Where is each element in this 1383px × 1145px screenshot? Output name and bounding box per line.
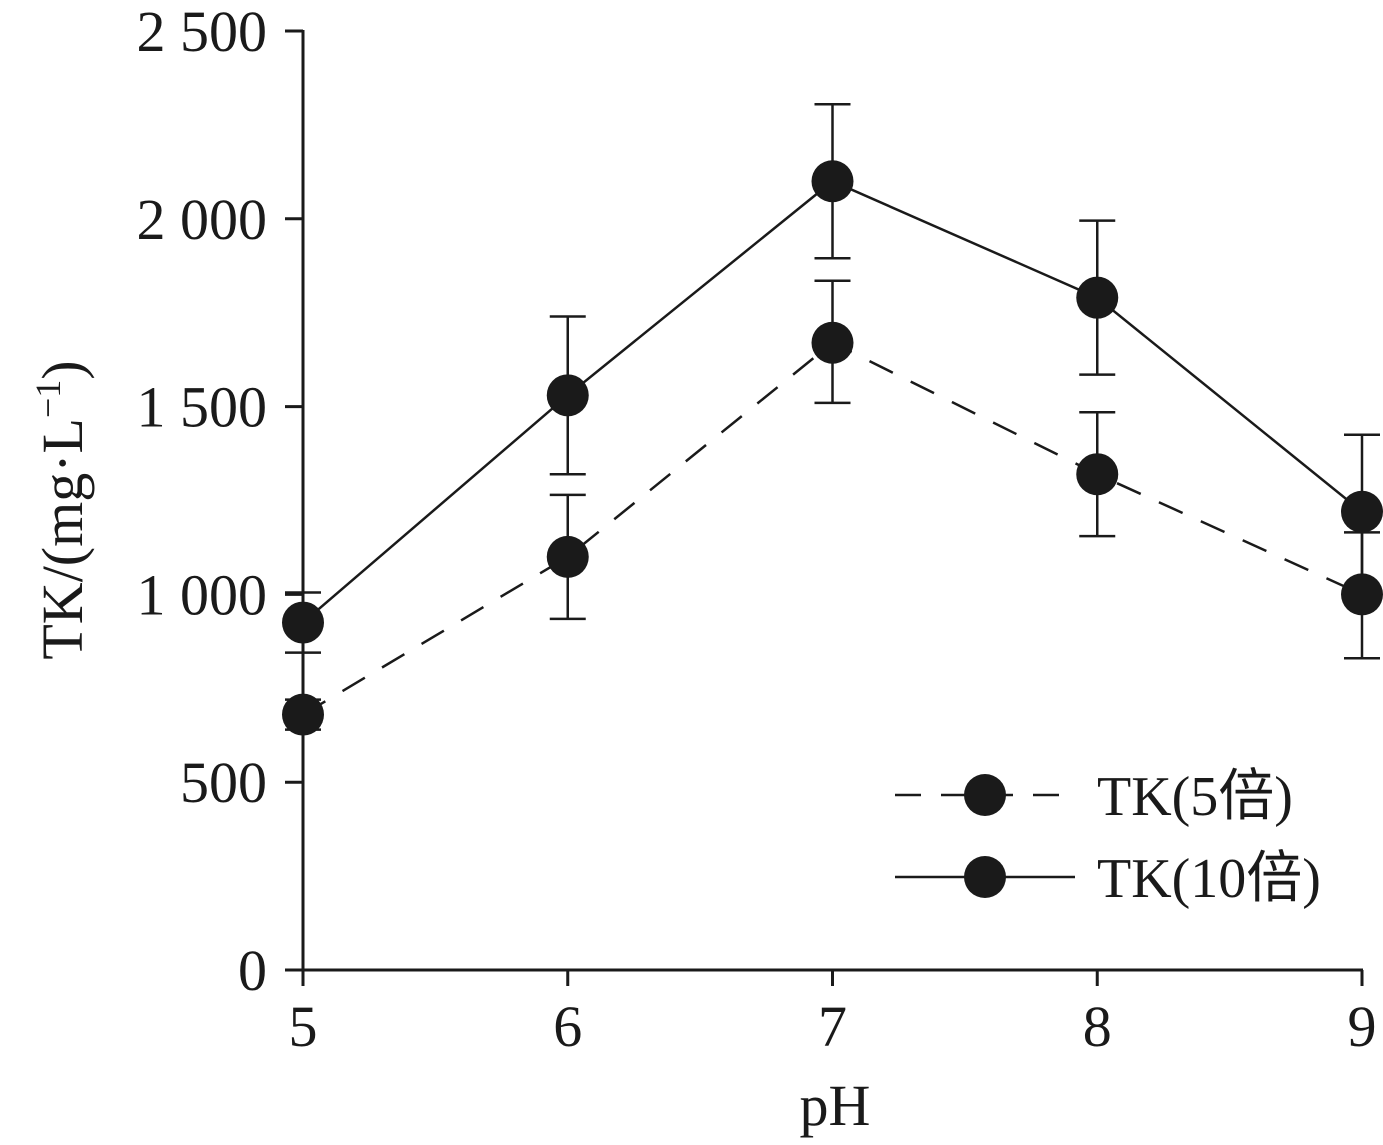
x-tick-label: 9 <box>1348 994 1377 1059</box>
y-tick-label: 500 <box>180 750 267 815</box>
y-axis-title-main: TK/(mg·L <box>30 418 95 660</box>
data-point <box>282 601 324 644</box>
legend-label: TK(10倍) <box>1097 848 1321 910</box>
data-point <box>1341 490 1383 533</box>
x-tick-label: 8 <box>1083 994 1112 1059</box>
y-tick-label: 2 000 <box>137 187 268 252</box>
x-tick-label: 6 <box>553 994 582 1059</box>
axes: 0 500 1 000 1 500 2 000 2 500 5 6 7 8 9 <box>137 0 1377 1059</box>
legend-item-tk-10x: TK(10倍) <box>895 848 1321 910</box>
legend: TK(5倍) TK(10倍) <box>895 766 1321 910</box>
legend-item-tk-5x: TK(5倍) <box>895 766 1293 828</box>
data-point <box>546 535 589 578</box>
data-point <box>811 160 854 203</box>
data-point <box>282 693 324 736</box>
x-tick-label: 5 <box>289 994 318 1059</box>
legend-marker <box>964 856 1006 898</box>
y-tick-label: 0 <box>238 938 267 1003</box>
data-point <box>1076 453 1119 496</box>
data-point <box>1076 276 1119 319</box>
y-axis-title-sup: −1 <box>28 380 68 418</box>
data-point <box>811 321 854 364</box>
y-tick-label: 1 500 <box>137 375 268 440</box>
series-tk-10x <box>282 102 1383 654</box>
y-tick-label: 2 500 <box>137 0 268 64</box>
series-tk-5x <box>282 279 1383 736</box>
data-point <box>546 374 589 417</box>
y-axis-title: TK/(mg·L−1) <box>28 360 95 659</box>
x-tick-label: 7 <box>818 994 847 1059</box>
legend-marker <box>964 774 1006 816</box>
series-layer <box>282 102 1383 736</box>
y-axis-title-close: ) <box>30 360 95 379</box>
x-axis-title: pH <box>800 1073 871 1138</box>
y-tick-label: 1 000 <box>137 562 268 627</box>
legend-label: TK(5倍) <box>1097 766 1293 828</box>
data-point <box>1341 573 1383 616</box>
